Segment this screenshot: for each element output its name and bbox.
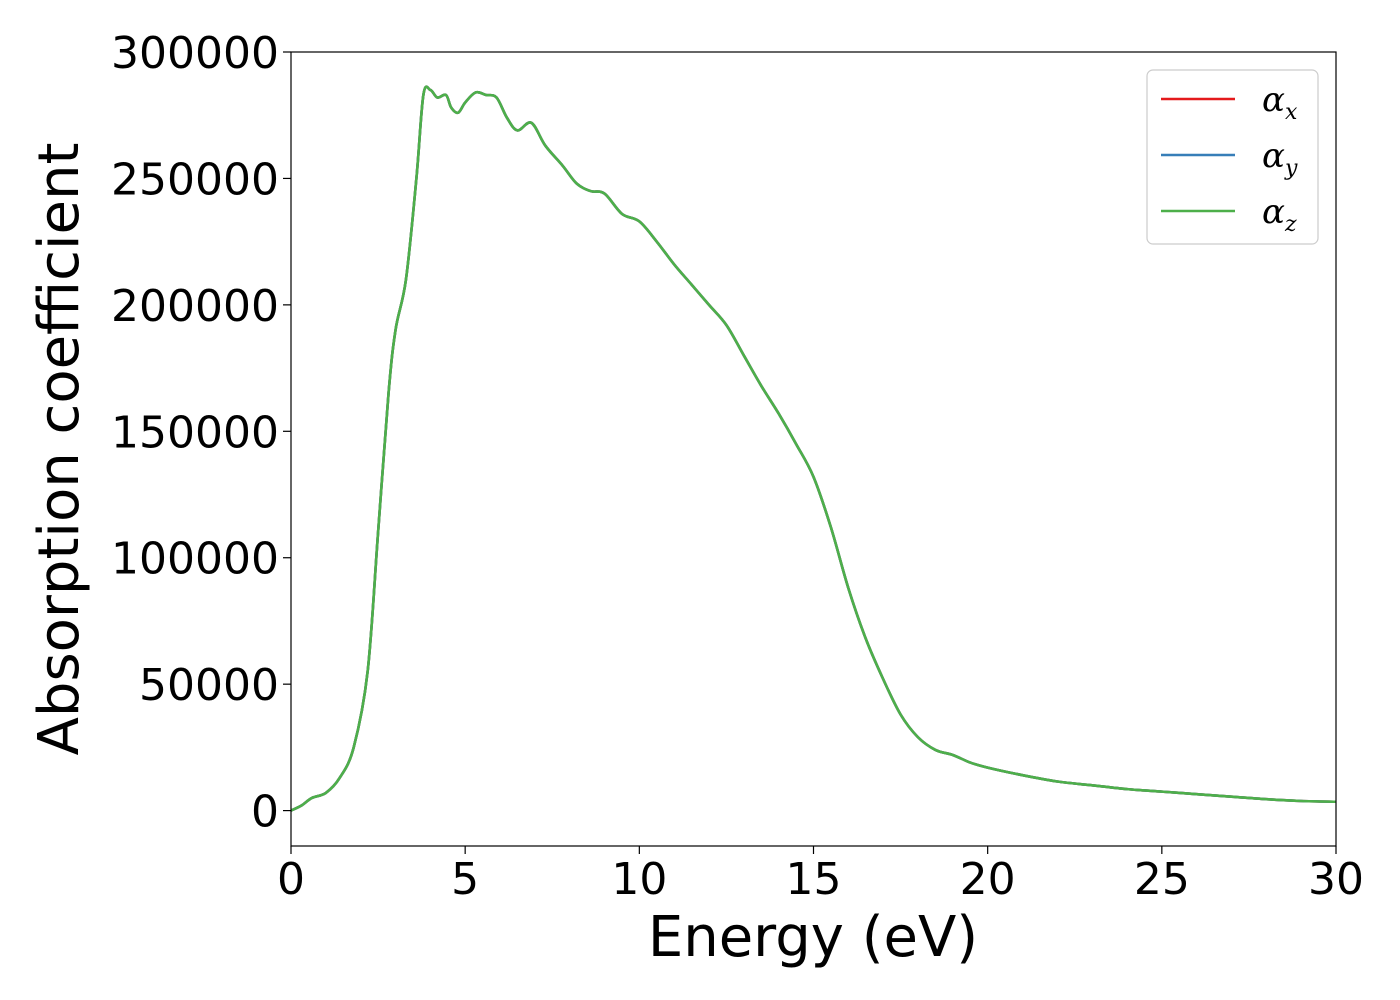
x-tick-label: 0 [277,854,305,905]
y-tick-label: 200000 [111,281,279,332]
x-tick-label: 30 [1308,854,1364,905]
y-axis-ticks: 0 50000 100000 150000 200000 250000 300000 [111,28,291,838]
y-tick-label: 50000 [139,660,279,711]
legend: αx αy αz [1146,69,1319,245]
y-tick-label: 100000 [111,534,279,585]
x-axis-ticks: 0 5 10 15 20 25 30 [277,846,1364,905]
x-tick-label: 10 [611,854,667,905]
legend-label-y: αy [1262,136,1298,181]
legend-label-z: αz [1262,192,1297,237]
series-layer [290,85,1337,812]
legend-label-x: αx [1262,80,1298,125]
y-tick-label: 150000 [111,407,279,458]
legend-box [1146,69,1319,245]
x-tick-label: 20 [960,854,1016,905]
x-tick-label: 15 [786,854,842,905]
x-tick-label: 5 [451,854,479,905]
y-axis-title: Absorption coefficient [27,143,92,756]
y-tick-label: 0 [251,787,279,838]
series-line-z [290,85,1337,812]
y-tick-label: 300000 [111,28,279,79]
x-axis-title: Energy (eV) [648,905,978,970]
x-tick-label: 25 [1134,854,1190,905]
y-tick-label: 250000 [111,154,279,205]
